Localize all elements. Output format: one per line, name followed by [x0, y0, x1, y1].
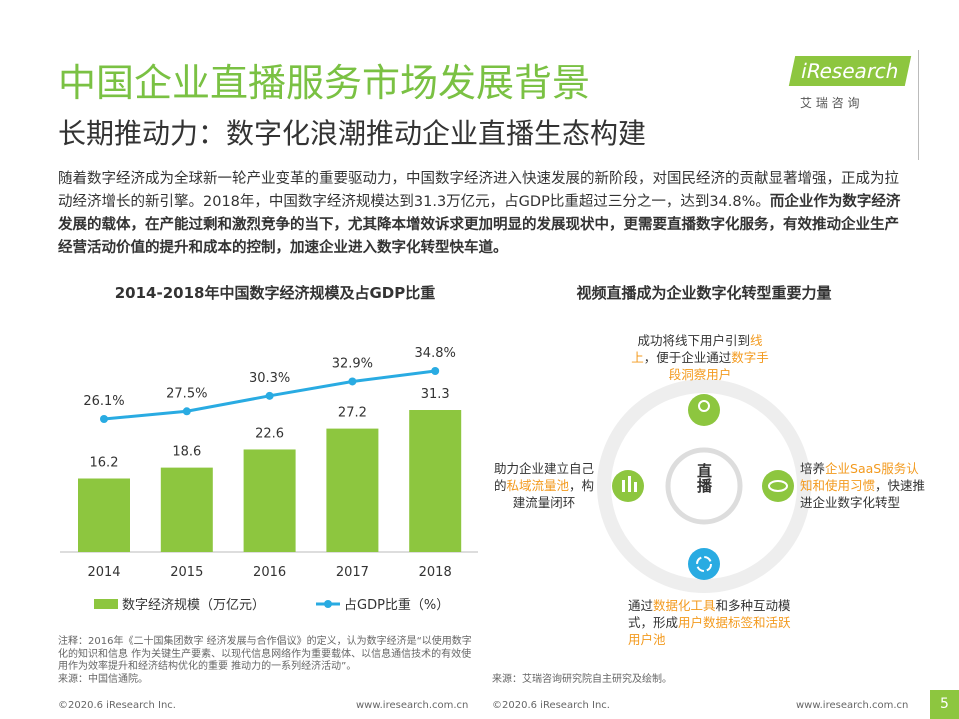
diagram-title: 视频直播成为企业数字化转型重要力量 — [576, 284, 831, 302]
icon-glyph — [698, 400, 710, 412]
page-title: 中国企业直播服务市场发展背景 — [58, 61, 591, 105]
center-ring — [665, 447, 743, 525]
x-tick-label: 2014 — [87, 565, 120, 580]
diagram-item: 通过数据化工具和多种互动模式，形成用户数据标签和活跃用户池 — [628, 597, 796, 648]
data-label: 18.6 — [172, 445, 201, 460]
legend-label: 数字经济规模（万亿元） — [122, 598, 265, 613]
data-label: 22.6 — [255, 426, 284, 441]
bar — [160, 467, 213, 552]
intro-bold: 而企业作为数字经济发展的载体，在产能过剩和激烈竞争的当下，尤其降本增效诉求更加明… — [58, 194, 901, 256]
item-text: ，构建流量闭环 — [512, 478, 595, 510]
diagram-item: 培养企业SaaS服务认知和使用习惯，快速推进企业数字化转型 — [800, 460, 928, 511]
item-text: 助力企业建立自己的 — [493, 461, 594, 493]
data-label: 27.2 — [338, 406, 367, 421]
icon-glyph — [696, 556, 712, 572]
intro: 随着数字经济成为全球新一轮产业变革的重要驱动力，中国数字经济进入快速发展的新阶段… — [58, 168, 908, 260]
note: 注释：2016年《二十国集团数字 经济发展与合作倡议》的定义，认为数字经济是“以… — [58, 636, 478, 686]
logo-cn: 艾 瑞 咨 询 — [800, 96, 860, 110]
item-text: 和多种互动模式，形成 — [628, 598, 791, 630]
data-label: 30.3% — [249, 371, 290, 386]
item-text: 通过 — [628, 598, 654, 613]
bar — [409, 410, 462, 552]
icon-glyph — [622, 480, 625, 492]
bar — [243, 449, 296, 552]
item-text: ，快速推进企业数字化转型 — [800, 478, 926, 510]
legend-swatch — [324, 600, 332, 608]
data-label: 27.5% — [166, 386, 207, 401]
item-text: 数字手段洞察用户 — [668, 350, 769, 382]
bar — [326, 428, 379, 552]
diagram: 直播 — [597, 379, 811, 593]
x-tick-label: 2017 — [336, 565, 369, 580]
center-label: 直播 — [695, 462, 713, 494]
icon-glyph — [634, 482, 637, 492]
point — [100, 415, 108, 423]
item-text: 成功将线下用户引到 — [637, 333, 750, 348]
divider — [918, 50, 919, 160]
diagram-item: 助力企业建立自己的私域流量池，构建流量闭环 — [488, 460, 600, 511]
copyright: ©2020.6 iResearch Inc. — [58, 700, 176, 711]
diagram-item: 成功将线下用户引到线上，便于企业通过数字手段洞察用户 — [626, 332, 774, 383]
data-label: 34.8% — [415, 346, 456, 361]
data-label: 26.1% — [83, 394, 124, 409]
page-number: 5 — [930, 690, 959, 719]
data-label: 16.2 — [90, 456, 119, 471]
item-text: 私域流量池 — [506, 478, 569, 493]
legend-swatch — [94, 599, 118, 609]
data-label: 31.3 — [421, 387, 450, 402]
note-text: 注释：2016年《二十国集团数字 经济发展与合作倡议》的定义，认为数字经济是“以… — [58, 636, 472, 672]
note-source: 来源：中国信通院。 — [58, 673, 148, 685]
node-icon — [688, 548, 720, 580]
point — [431, 367, 440, 375]
chart-title: 2014-2018年中国数字经济规模及占GDP比重 — [115, 284, 435, 302]
x-tick-label: 2015 — [170, 565, 203, 580]
icon-glyph — [768, 480, 788, 492]
url: www.iresearch.com.cn — [796, 700, 909, 711]
x-tick-label: 2018 — [419, 565, 452, 580]
point — [348, 377, 357, 386]
icon-glyph — [628, 476, 631, 492]
legend-label: 占GDP比重（%） — [344, 597, 449, 613]
intro-text: 随着数字经济成为全球新一轮产业变革的重要驱动力，中国数字经济进入快速发展的新阶段… — [58, 171, 899, 210]
data-label: 32.9% — [332, 356, 373, 371]
diagram-source: 来源：艾瑞咨询研究院自主研究及绘制。 — [492, 674, 672, 685]
outer-ring — [597, 379, 811, 593]
x-tick-label: 2016 — [253, 565, 286, 580]
url: www.iresearch.com.cn — [356, 700, 469, 711]
copyright: ©2020.6 iResearch Inc. — [492, 700, 610, 711]
item-text: 培养 — [800, 461, 826, 476]
point — [182, 407, 191, 416]
node-icon — [762, 470, 794, 502]
item-text: 数据化工具 — [653, 598, 716, 613]
item-text: ，便于企业通过 — [643, 350, 732, 365]
item-text: 企业SaaS服务认知和使用习惯 — [800, 461, 919, 493]
point — [265, 391, 274, 400]
bar — [78, 478, 130, 552]
item-text: 用户数据标签和活跃用户池 — [628, 615, 791, 647]
item-text: 线上 — [631, 333, 763, 365]
page-subtitle: 长期推动力：数字化浪潮推动企业直播生态构建 — [58, 117, 647, 150]
